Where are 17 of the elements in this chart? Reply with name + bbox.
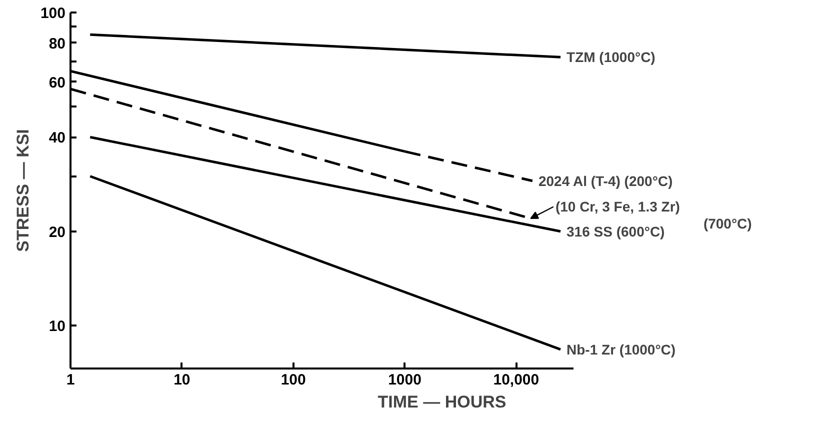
y-axis-title: STRESS — KSI (13, 129, 32, 252)
x-tick-label: 100 (280, 372, 306, 388)
series-label: TZM (1000°C) (566, 49, 656, 66)
y-tick-label: 40 (48, 130, 66, 147)
x-axis-title: TIME — HOURS (378, 392, 506, 412)
x-tick-label: 1000 (388, 372, 422, 388)
y-tick-label: 100 (40, 5, 66, 22)
x-tick-label: 10 (174, 372, 190, 388)
series-label: 316 SS (600°C) (566, 223, 665, 240)
x-tick-label: 10,000 (493, 372, 540, 388)
y-tick-label: 80 (48, 35, 66, 52)
series-label: 2024 Al (T-4) (200°C) (538, 172, 673, 189)
x-tick-label: 1 (66, 372, 75, 388)
y-tick-label: 20 (48, 224, 66, 241)
series-label: Nb-1 Zr (1000°C) (566, 341, 676, 358)
y-tick-label: 60 (48, 74, 66, 92)
y-tick-label: 10 (48, 318, 66, 336)
